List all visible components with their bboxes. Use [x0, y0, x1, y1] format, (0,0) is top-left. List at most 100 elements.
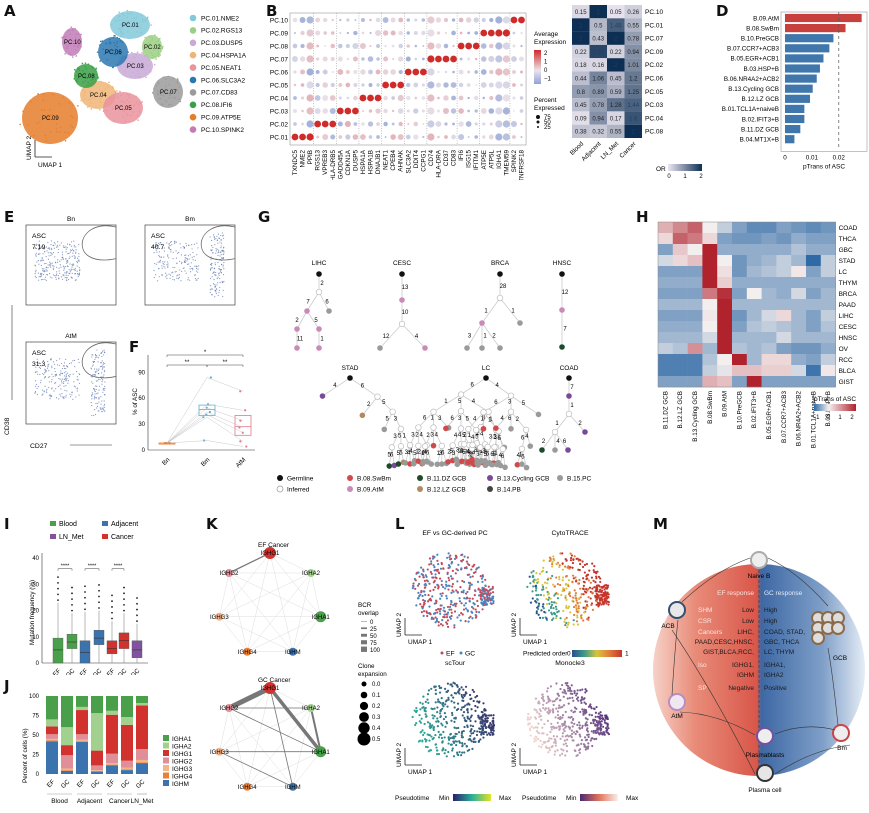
tree-node: [316, 345, 322, 351]
cell-point: [87, 81, 89, 83]
cell-point: [460, 734, 463, 737]
event-dot: [166, 274, 168, 276]
cell-point: [591, 608, 594, 612]
event-dot: [47, 241, 49, 244]
cell-point: [534, 697, 538, 700]
cell-point: [564, 735, 567, 738]
cell-point: [442, 567, 445, 570]
event-dot: [39, 373, 41, 376]
event-dot: [218, 289, 220, 292]
event-dot: [191, 256, 193, 258]
gc-value: High: [764, 618, 778, 625]
legend-label: B.12.LZ GCB: [427, 486, 466, 493]
cell-value: 0.26: [627, 10, 639, 16]
event-dot: [223, 250, 225, 252]
cell-point: [492, 722, 495, 725]
cell-point: [445, 690, 448, 693]
cell-point: [554, 744, 558, 747]
isotype-label: IGHG2: [220, 571, 239, 577]
cell-point: [553, 585, 556, 588]
cell-point: [565, 598, 568, 601]
edge-label: 7: [570, 385, 574, 391]
cell-point: [569, 734, 572, 737]
cell-point: [51, 113, 53, 116]
cell-point: [595, 719, 598, 723]
event-dot: [69, 249, 72, 251]
expression-dot: [398, 17, 404, 23]
event-dot: [170, 241, 173, 243]
event-dot: [210, 267, 212, 269]
expression-dot: [344, 120, 351, 128]
cell-point: [42, 99, 45, 102]
cell-value: 1.2: [629, 77, 638, 83]
cell-point: [174, 97, 177, 99]
expression-dot: [489, 43, 494, 49]
cell-point: [121, 41, 124, 43]
color-scale-tick: 1: [838, 415, 842, 421]
cell-point: [436, 717, 439, 720]
heatmap-cell: [658, 321, 674, 333]
event-dot: [221, 235, 224, 237]
cell-point: [491, 591, 495, 594]
legend-title: Clone: [358, 663, 375, 670]
cell-point: [472, 690, 475, 693]
cell-point: [433, 579, 436, 582]
event-dot: [219, 286, 221, 289]
event-dot: [59, 384, 61, 386]
pair-line: [166, 417, 208, 444]
heatmap-cell: [761, 299, 777, 311]
cell-point: [464, 602, 467, 605]
cell-point: [546, 582, 549, 585]
cell-point: [477, 701, 481, 704]
category-label: B.06.NR4A2+ACB2: [724, 76, 780, 83]
event-dot: [45, 255, 47, 258]
event-dot: [93, 409, 96, 411]
event-dot: [48, 386, 50, 389]
tree-node: [397, 443, 405, 450]
cell-point: [471, 688, 474, 692]
expression-dot: [337, 121, 343, 127]
cell-point: [95, 69, 97, 71]
bm-label: Bm: [837, 745, 847, 752]
event-dot: [57, 259, 59, 261]
cell-point: [460, 693, 463, 697]
event-dot: [67, 380, 69, 382]
expression-dot: [293, 70, 297, 74]
cell-point: [468, 584, 472, 587]
event-dot: [172, 266, 174, 269]
expression-dot: [495, 42, 503, 50]
cell-point: [561, 683, 564, 687]
cell-point: [559, 717, 562, 720]
event-dot: [159, 241, 161, 244]
cell-point: [552, 741, 556, 744]
event-dot: [98, 354, 100, 356]
expression-dot: [315, 82, 320, 88]
heatmap-cell: [658, 365, 674, 377]
cell-point: [118, 11, 120, 14]
event-dot: [215, 237, 217, 240]
edge-label: 11: [297, 337, 304, 343]
cell-point: [461, 613, 464, 616]
cell-point: [95, 73, 98, 76]
cell-point: [575, 692, 579, 695]
heatmap-cell: [658, 343, 674, 355]
event-dot: [43, 273, 45, 276]
row-label: PC.06: [645, 76, 663, 83]
expression-dot: [511, 69, 516, 75]
event-dot: [221, 280, 223, 283]
tree-edge: [485, 377, 512, 397]
cell-point: [120, 94, 122, 97]
heatmap-cell: [624, 84, 642, 99]
cell-point: [430, 707, 433, 710]
cell-point: [551, 708, 555, 711]
event-dot: [69, 396, 72, 398]
cell-point: [129, 75, 132, 77]
cell-point: [437, 608, 440, 611]
tree-node: [480, 409, 487, 416]
heatmap-cell: [672, 222, 688, 234]
cell-point: [553, 611, 556, 615]
cell-point: [579, 562, 582, 566]
event-dot: [66, 390, 68, 392]
heatmap-cell: [820, 266, 836, 278]
cell-point: [451, 736, 454, 739]
